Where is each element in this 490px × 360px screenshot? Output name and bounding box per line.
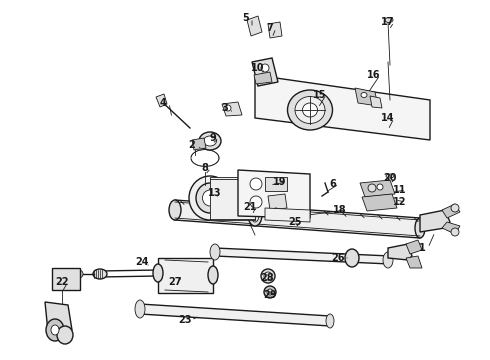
Text: 7: 7: [267, 23, 273, 33]
Polygon shape: [45, 302, 72, 332]
Text: 11: 11: [393, 185, 407, 195]
Text: 3: 3: [221, 103, 228, 113]
Polygon shape: [265, 208, 310, 222]
Ellipse shape: [189, 176, 231, 220]
Text: 26: 26: [331, 253, 345, 263]
Text: 9: 9: [210, 133, 217, 143]
Polygon shape: [442, 222, 460, 234]
Text: 19: 19: [273, 177, 287, 187]
Polygon shape: [210, 177, 255, 220]
Ellipse shape: [75, 270, 83, 278]
Ellipse shape: [288, 90, 333, 130]
Text: 12: 12: [393, 197, 407, 207]
Polygon shape: [175, 200, 420, 238]
Polygon shape: [370, 96, 382, 108]
Ellipse shape: [208, 266, 218, 284]
Circle shape: [272, 208, 280, 216]
Text: 16: 16: [367, 70, 381, 80]
Ellipse shape: [169, 200, 181, 220]
Text: 10: 10: [251, 63, 265, 73]
Ellipse shape: [153, 264, 163, 282]
Text: 28: 28: [260, 273, 274, 283]
Ellipse shape: [251, 208, 259, 222]
Ellipse shape: [386, 174, 394, 178]
Ellipse shape: [57, 326, 73, 344]
Ellipse shape: [210, 244, 220, 260]
Polygon shape: [406, 240, 422, 254]
Ellipse shape: [302, 103, 318, 117]
Text: 21: 21: [243, 202, 257, 212]
Ellipse shape: [295, 96, 325, 123]
Ellipse shape: [199, 132, 221, 150]
Ellipse shape: [248, 204, 262, 226]
Polygon shape: [252, 58, 278, 86]
Polygon shape: [192, 138, 206, 150]
Circle shape: [261, 64, 269, 72]
Text: 6: 6: [330, 179, 336, 189]
Text: 25: 25: [288, 217, 302, 227]
Text: 24: 24: [135, 257, 149, 267]
Text: 1: 1: [418, 243, 425, 253]
Polygon shape: [362, 194, 397, 211]
Text: 5: 5: [243, 13, 249, 23]
Text: 4: 4: [160, 98, 167, 108]
Ellipse shape: [46, 319, 64, 341]
Polygon shape: [222, 102, 242, 116]
Text: 18: 18: [333, 205, 347, 215]
Circle shape: [225, 105, 231, 111]
Ellipse shape: [196, 183, 224, 213]
Ellipse shape: [361, 93, 367, 98]
Circle shape: [451, 228, 459, 236]
Polygon shape: [268, 194, 287, 210]
Ellipse shape: [261, 269, 275, 283]
Bar: [158, 258, 213, 293]
Polygon shape: [238, 170, 310, 218]
Circle shape: [451, 204, 459, 212]
Ellipse shape: [267, 289, 273, 295]
Bar: [52, 268, 80, 290]
Text: 13: 13: [208, 188, 222, 198]
Polygon shape: [268, 22, 282, 38]
Text: 22: 22: [55, 277, 69, 287]
Ellipse shape: [203, 136, 217, 146]
Polygon shape: [442, 204, 460, 218]
Text: 8: 8: [201, 163, 208, 173]
Circle shape: [377, 184, 383, 190]
Ellipse shape: [202, 190, 218, 206]
Circle shape: [250, 178, 262, 190]
Bar: [265, 177, 287, 191]
Ellipse shape: [385, 18, 393, 22]
Polygon shape: [360, 180, 395, 197]
Ellipse shape: [264, 286, 276, 298]
Text: 29: 29: [263, 290, 277, 300]
Text: 23: 23: [178, 315, 192, 325]
Polygon shape: [156, 94, 167, 107]
Polygon shape: [406, 256, 422, 268]
Text: 15: 15: [313, 90, 327, 100]
Ellipse shape: [383, 252, 393, 268]
Circle shape: [368, 184, 376, 192]
Polygon shape: [247, 16, 262, 36]
Polygon shape: [140, 304, 330, 326]
Ellipse shape: [415, 218, 425, 238]
Text: 17: 17: [381, 17, 395, 27]
Text: 27: 27: [168, 277, 182, 287]
Ellipse shape: [93, 269, 107, 279]
Polygon shape: [254, 72, 272, 84]
Ellipse shape: [51, 325, 59, 335]
Ellipse shape: [345, 249, 359, 267]
Polygon shape: [388, 244, 412, 260]
Ellipse shape: [264, 272, 272, 280]
Polygon shape: [420, 210, 450, 232]
Polygon shape: [255, 75, 430, 140]
Ellipse shape: [135, 300, 145, 318]
Polygon shape: [355, 88, 378, 106]
Circle shape: [250, 196, 262, 208]
Text: 2: 2: [189, 140, 196, 150]
Ellipse shape: [326, 314, 334, 328]
Text: 20: 20: [383, 173, 397, 183]
Polygon shape: [215, 248, 390, 264]
Text: 14: 14: [381, 113, 395, 123]
